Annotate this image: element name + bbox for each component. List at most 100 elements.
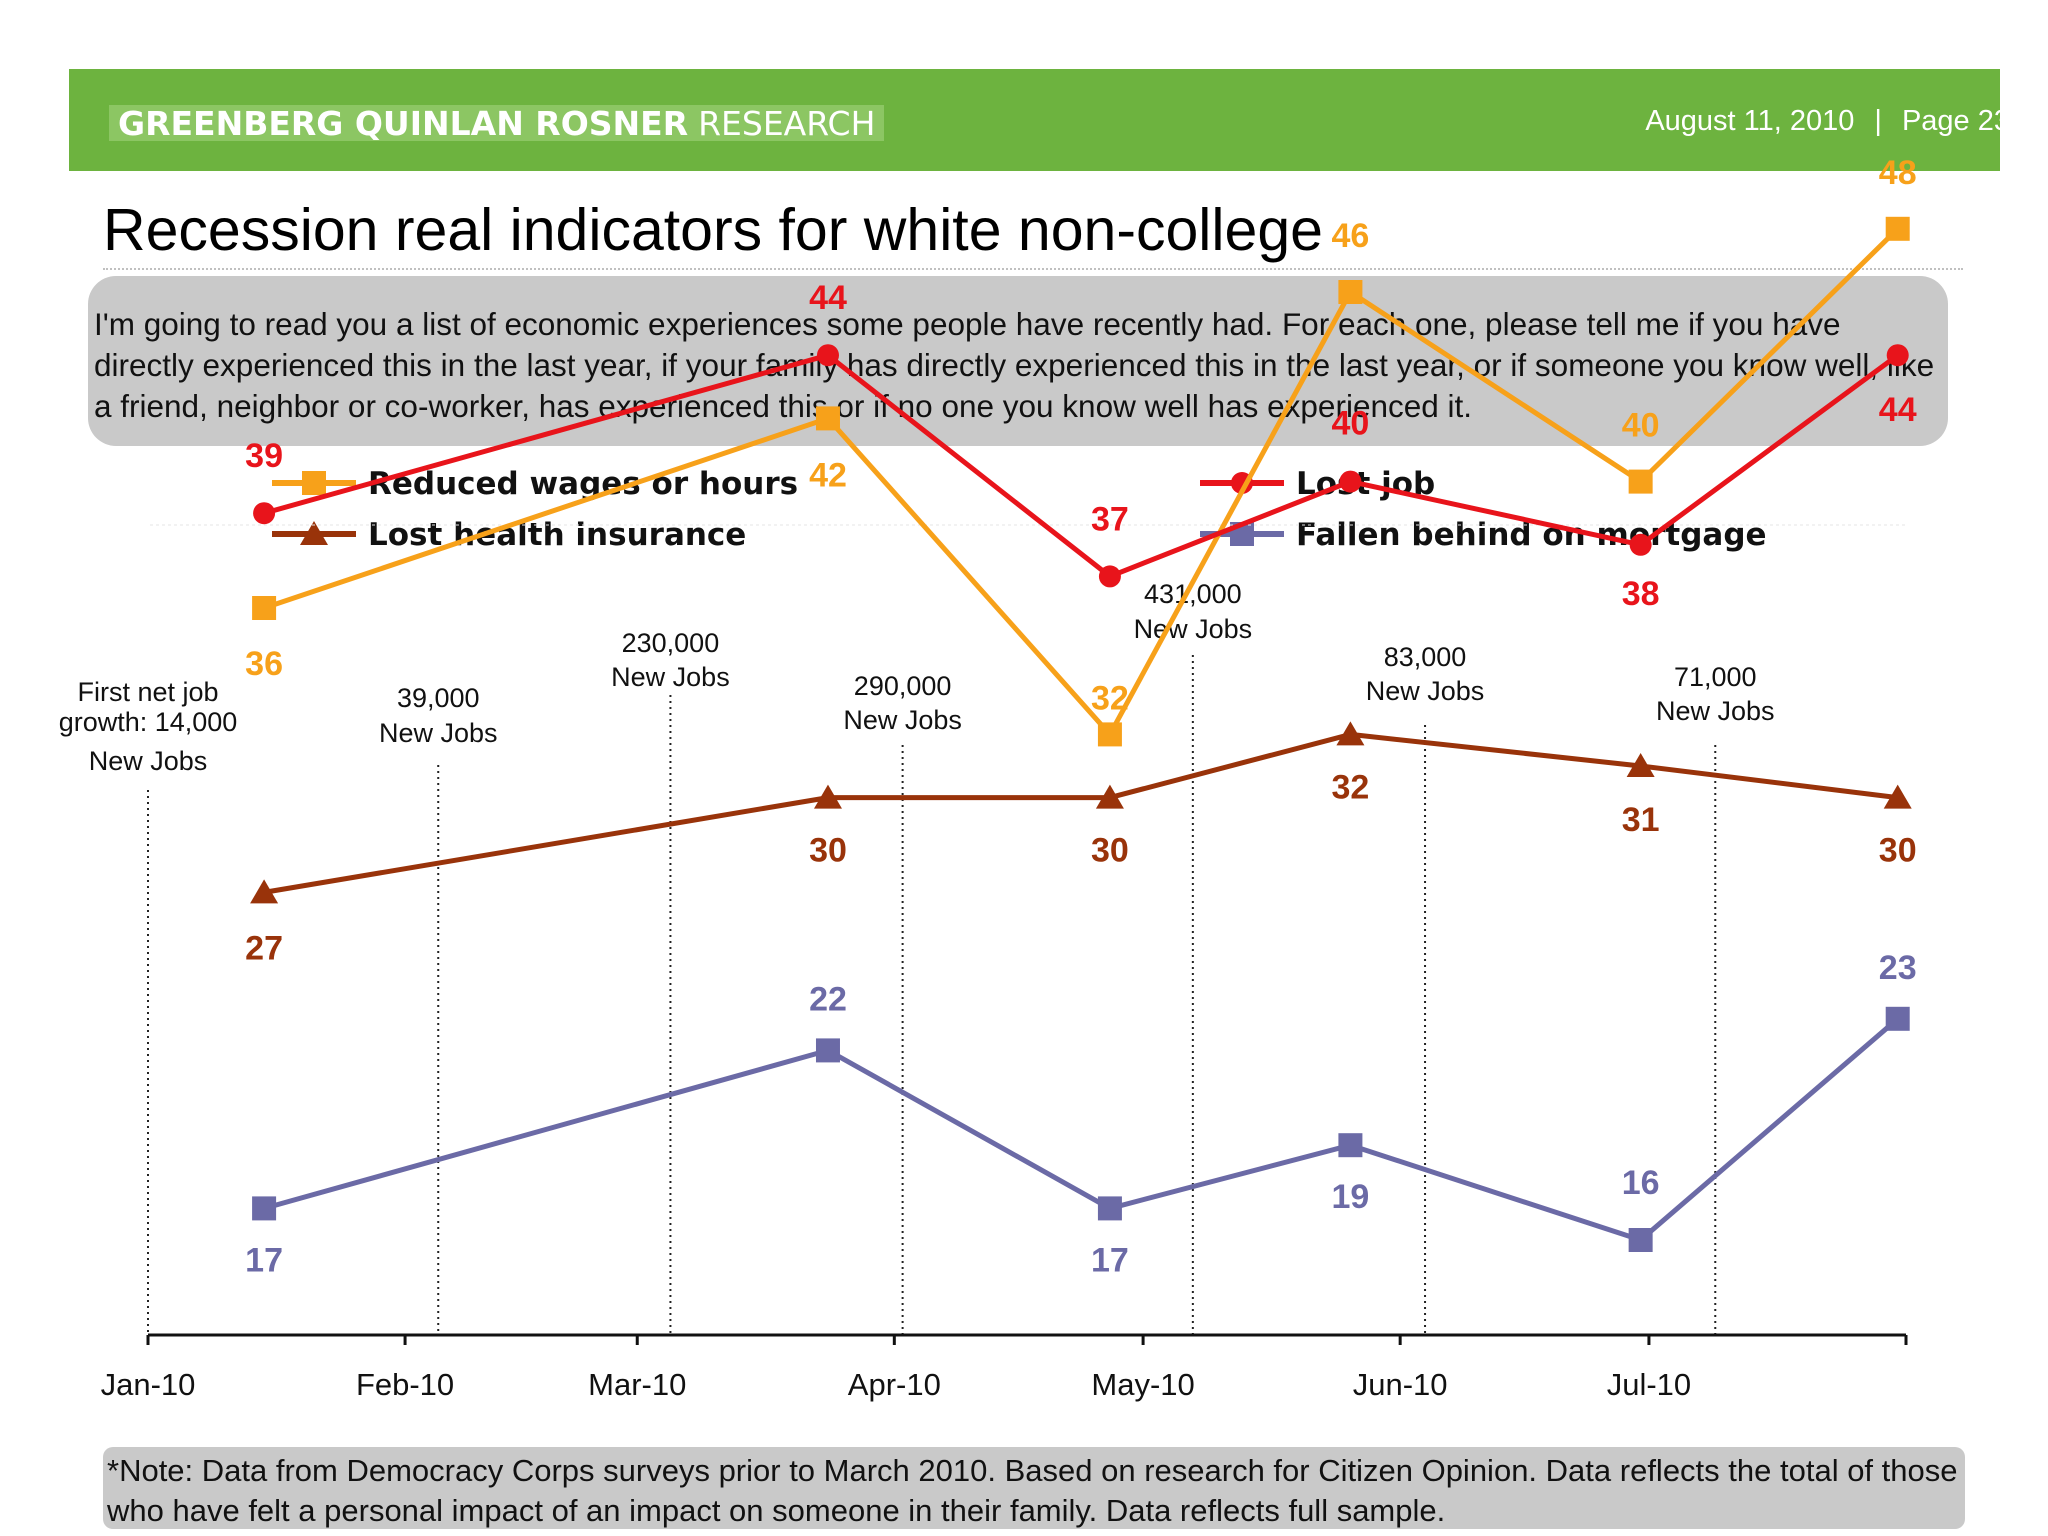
series-line — [263, 1016, 1900, 1243]
data-label: 36 — [245, 645, 283, 683]
data-point — [1097, 722, 1122, 747]
data-point — [1883, 784, 1912, 809]
job-annotation: 290,000 New Jobs — [843, 671, 962, 735]
data-point — [253, 502, 276, 525]
series-lost-health-insurance: 27 30 30 32 31 30 — [245, 721, 1917, 967]
data-label: 31 — [1622, 801, 1660, 839]
data-label: 17 — [1091, 1241, 1129, 1279]
series-fallen-behind-on-mortgage: 17 22 17 19 16 23 — [245, 949, 1916, 1280]
annotation-text: New Jobs — [611, 662, 730, 692]
data-point — [816, 344, 839, 367]
data-label: 22 — [809, 980, 847, 1018]
data-point — [1095, 784, 1124, 809]
series-line — [263, 352, 1900, 579]
data-point — [1628, 469, 1653, 494]
annotation-text: New Jobs — [1366, 676, 1485, 706]
data-point — [1098, 565, 1121, 588]
data-label: 30 — [1091, 832, 1129, 870]
data-label: 27 — [245, 929, 283, 967]
data-point — [1886, 344, 1909, 367]
x-tick-label: Jul-10 — [1607, 1367, 1691, 1402]
data-point — [250, 879, 279, 904]
page-number: Page 23 — [1901, 105, 2010, 137]
data-point — [815, 1038, 840, 1063]
data-point — [1885, 1006, 1910, 1031]
brand-logo: GREENBERG QUINLAN ROSNER RESEARCH — [109, 103, 885, 143]
series-line — [263, 731, 1899, 895]
data-label: 44 — [1879, 391, 1917, 429]
header-banner: GREENBERG QUINLAN ROSNER RESEARCH August… — [69, 69, 2010, 171]
annotation-text: New Jobs — [1134, 614, 1253, 644]
data-label: 17 — [245, 1241, 283, 1279]
data-label: 46 — [1331, 217, 1369, 255]
annotation-text: 71,000 — [1674, 662, 1757, 692]
brand-name-light: RESEARCH — [698, 103, 876, 143]
data-point — [1097, 1196, 1122, 1221]
legend-label: Lost health insurance — [368, 517, 746, 553]
job-annotation: 71,000 New Jobs — [1656, 662, 1775, 726]
annotation-text: growth: 14,000 — [59, 707, 238, 737]
data-label: 42 — [809, 456, 847, 494]
job-annotation: 230,000 New Jobs — [611, 628, 730, 692]
data-label: 40 — [1331, 405, 1369, 443]
data-point — [1336, 721, 1365, 746]
data-point — [1885, 216, 1910, 241]
footnote: *Note: Data from Democracy Corps surveys… — [103, 1447, 1965, 1529]
data-point — [1628, 1228, 1653, 1252]
data-label: 32 — [1091, 679, 1129, 717]
data-label: 19 — [1331, 1178, 1369, 1216]
data-point — [1338, 1133, 1363, 1158]
page-title: Recession real indicators for white non-… — [103, 197, 1323, 263]
annotation-text: 39,000 — [397, 683, 480, 713]
x-tick-label: Feb-10 — [356, 1367, 454, 1402]
legend-marker — [300, 521, 328, 545]
data-point — [813, 784, 842, 809]
data-label: 40 — [1622, 407, 1660, 445]
data-label: 48 — [1879, 154, 1917, 192]
legend-item: Reduced wages or hours — [272, 466, 798, 502]
annotation-text: New Jobs — [89, 746, 208, 776]
x-tick-label: Jan-10 — [101, 1367, 196, 1402]
data-label: 16 — [1622, 1164, 1660, 1202]
legend-item: Lost health insurance — [272, 517, 746, 553]
title-divider — [103, 268, 1963, 270]
data-label: 37 — [1091, 500, 1129, 538]
data-label: 23 — [1879, 949, 1917, 987]
question-text: I'm going to read you a list of economic… — [88, 276, 1948, 446]
x-tick-label: May-10 — [1091, 1367, 1194, 1402]
data-point — [815, 406, 840, 431]
data-label: 39 — [245, 437, 283, 475]
banner-meta: August 11, 2010 | Page 23 — [1645, 105, 2010, 138]
annotation-text: New Jobs — [1656, 696, 1775, 726]
job-annotation: 83,000 New Jobs — [1366, 642, 1485, 706]
series-reduced-wages-or-hours: 36 42 32 46 40 48 — [245, 154, 1917, 747]
annotation-text: New Jobs — [843, 705, 962, 735]
legend-label: Reduced wages or hours — [368, 466, 798, 502]
meta-separator: | — [1874, 105, 1882, 137]
legend-item: Fallen behind on mortgage — [1200, 517, 1767, 553]
data-label: 30 — [1879, 832, 1917, 870]
x-tick-label: Apr-10 — [848, 1367, 941, 1402]
report-date: August 11, 2010 — [1645, 105, 1855, 137]
annotation-text: 290,000 — [854, 671, 952, 701]
series-lost-job: 39 44 37 40 38 44 — [245, 279, 1917, 613]
x-tick-label: Jun-10 — [1353, 1367, 1448, 1402]
data-point — [1626, 753, 1655, 777]
brand-name-bold: GREENBERG QUINLAN ROSNER — [118, 103, 689, 143]
data-point — [1339, 470, 1362, 493]
annotation-text: First net job — [77, 677, 218, 707]
x-tick-label: Mar-10 — [588, 1367, 686, 1402]
data-point — [252, 1196, 277, 1221]
data-label: 44 — [809, 279, 847, 317]
annotation-text: New Jobs — [379, 718, 498, 748]
job-annotation: 39,000 New Jobs — [379, 683, 498, 748]
data-point — [1338, 280, 1363, 304]
legend-marker — [302, 471, 326, 495]
data-label: 32 — [1331, 768, 1369, 806]
data-label: 30 — [809, 832, 847, 870]
data-point — [1629, 533, 1652, 556]
data-label: 38 — [1622, 575, 1660, 613]
